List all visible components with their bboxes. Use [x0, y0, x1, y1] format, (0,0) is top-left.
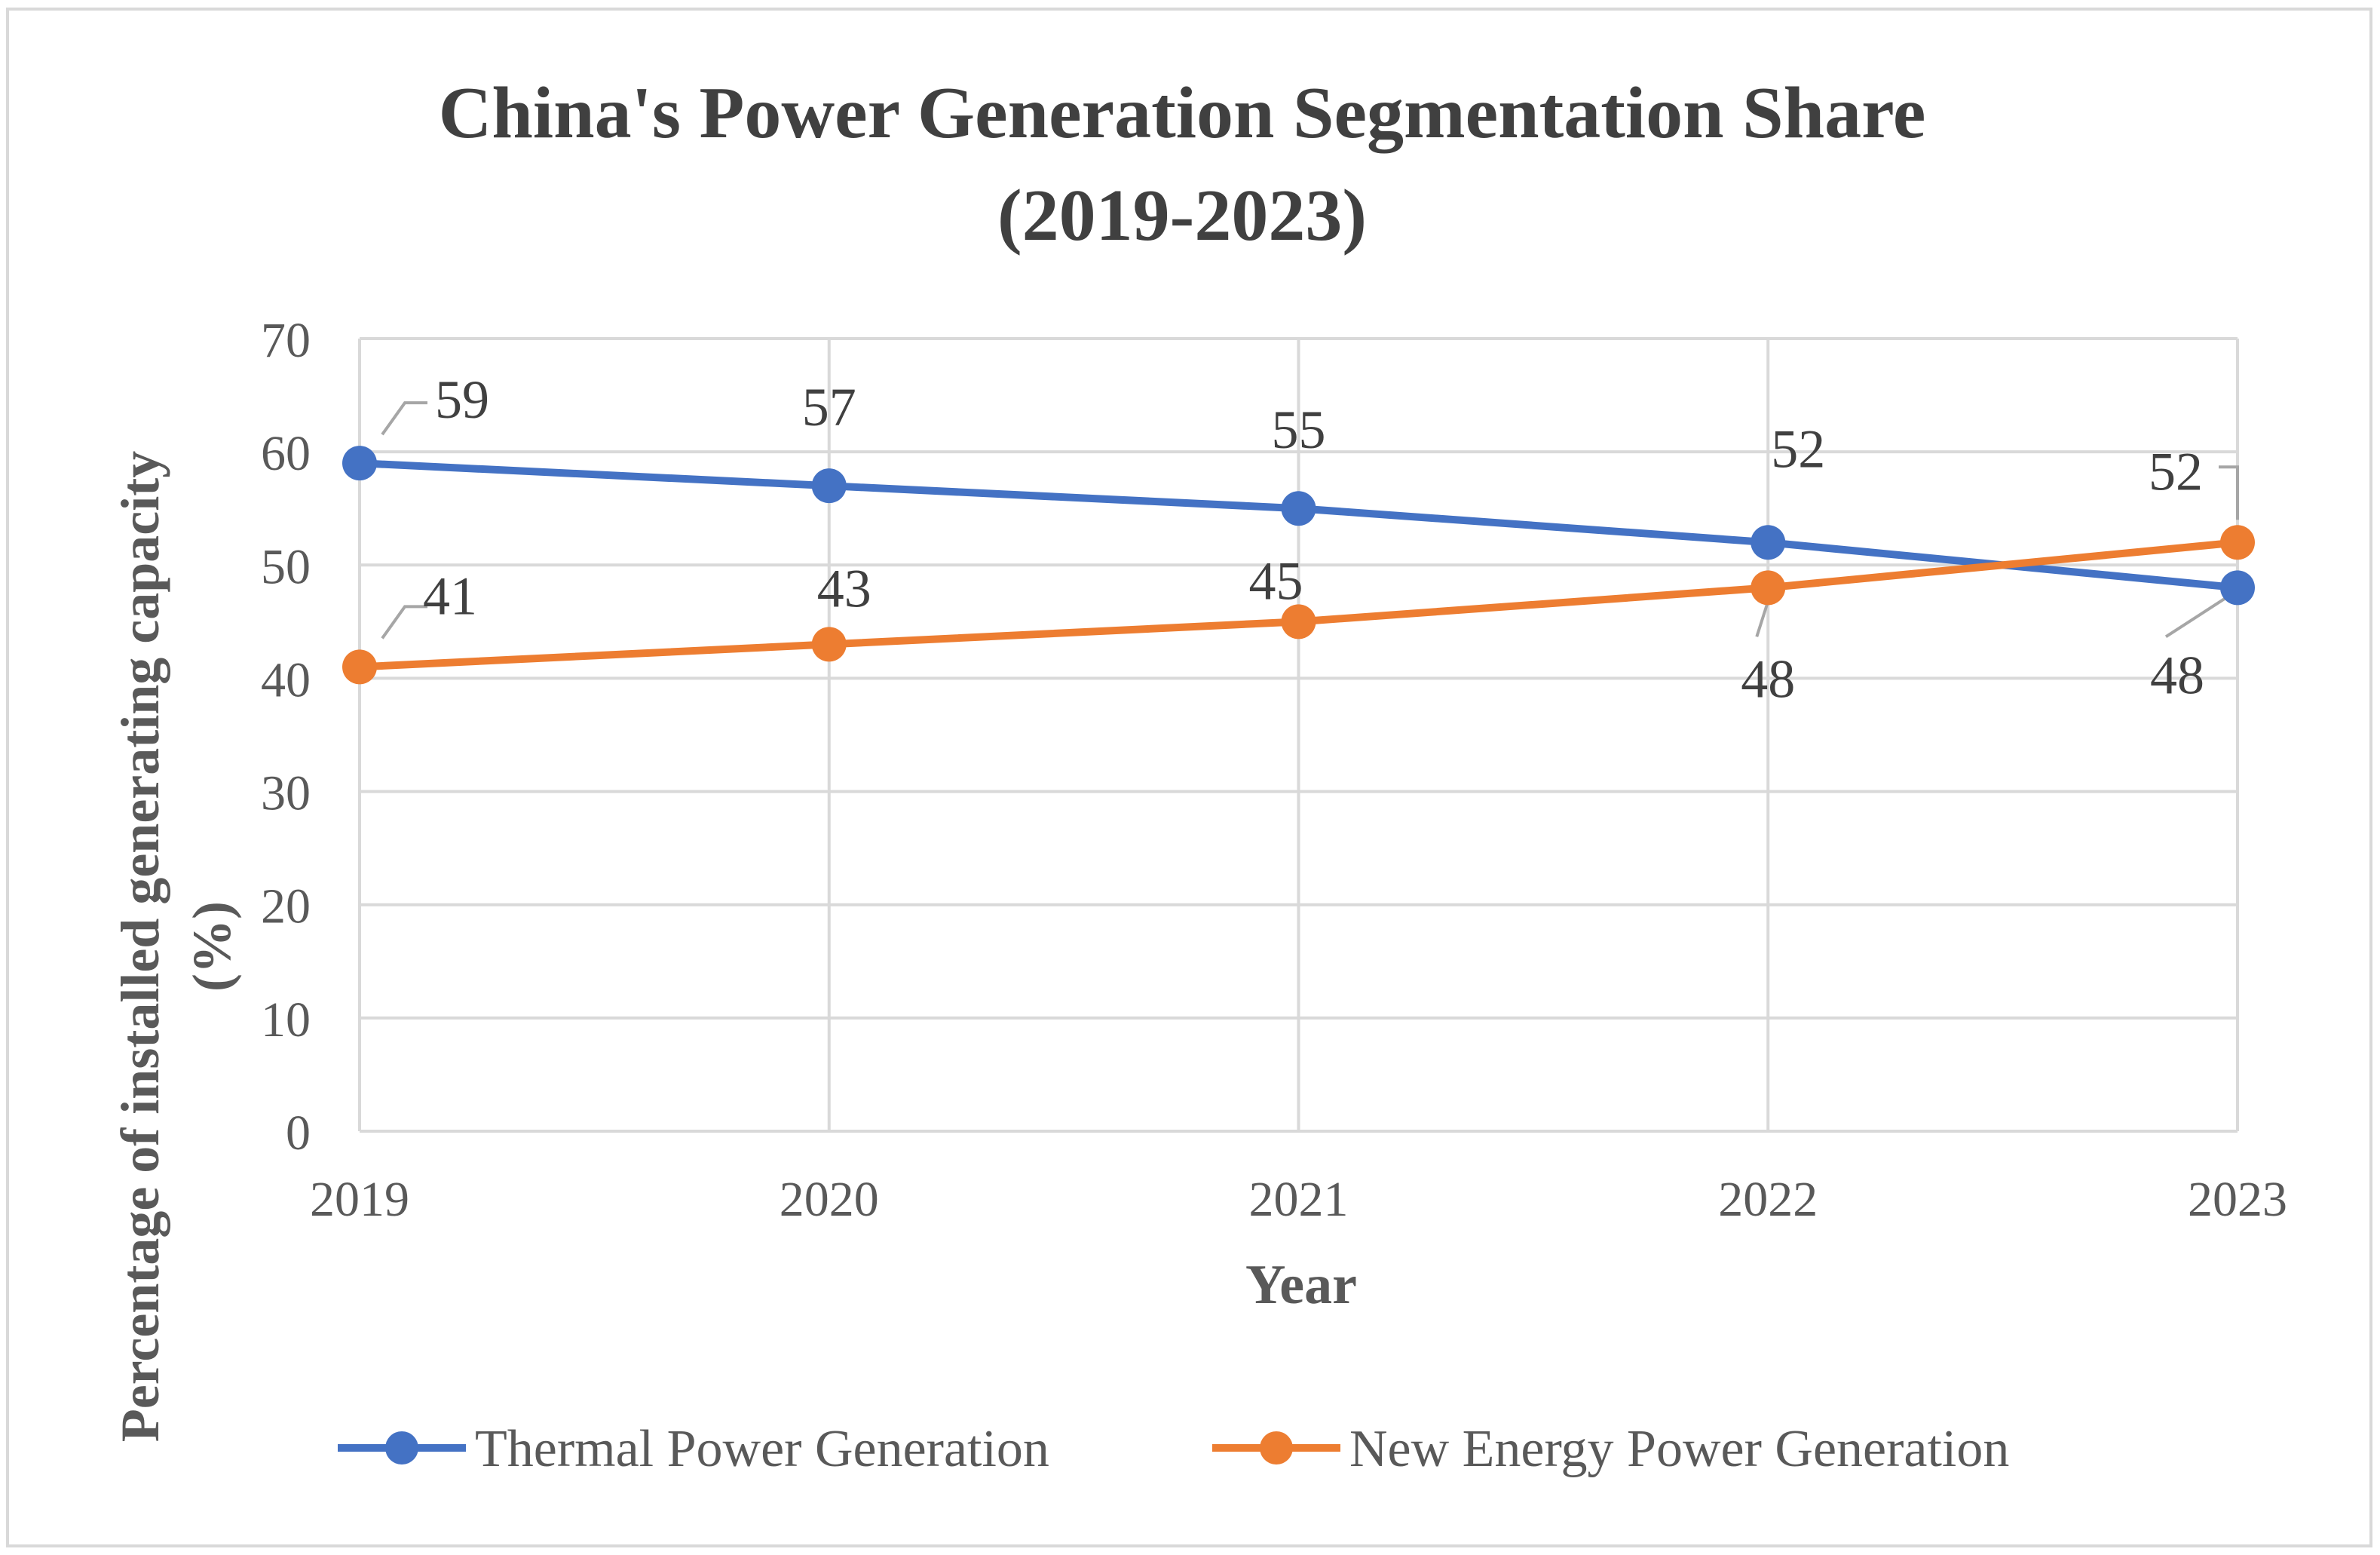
legend-label-new-energy: New Energy Power Generation — [1349, 1420, 2009, 1478]
data-label-s1-1: 43 — [817, 558, 871, 618]
y-axis-title-line1: Percentage of installed generating capac… — [110, 451, 170, 1442]
data-label-s0-2: 55 — [1272, 400, 1326, 460]
y-tick-label: 50 — [261, 539, 311, 594]
data-label-s0-1: 57 — [802, 377, 856, 437]
y-tick-label: 30 — [261, 766, 311, 821]
legend: Thermal Power Generation New Energy Powe… — [338, 1420, 2009, 1478]
series-markers — [342, 446, 2255, 685]
leader-line-s0-0 — [381, 401, 427, 436]
data-label-s0-4: 48 — [2150, 645, 2204, 705]
legend-marker-new-energy — [1260, 1431, 1293, 1465]
y-tick-label: 40 — [261, 652, 311, 707]
y-tick-labels: 0 10 20 30 40 50 60 70 — [261, 313, 311, 1161]
y-tick-label: 20 — [261, 879, 311, 934]
data-point-s0-0 — [342, 446, 377, 481]
data-label-s1-0: 41 — [423, 566, 477, 626]
data-point-s1-1 — [811, 627, 847, 662]
chart-title-line2: (2019-2023) — [997, 175, 1367, 256]
leader-line-s0-4 — [2164, 593, 2231, 638]
data-label-s1-3: 48 — [1741, 649, 1795, 709]
data-labels: 59 57 55 52 48 41 43 45 48 52 — [423, 370, 2204, 709]
data-label-s0-0: 59 — [435, 370, 489, 430]
data-label-s1-4: 52 — [2149, 441, 2203, 501]
data-point-s0-3 — [1751, 525, 1786, 560]
chart-title-line1: China's Power Generation Segmentation Sh… — [439, 72, 1926, 154]
data-point-s0-4 — [2220, 570, 2255, 606]
data-point-s1-3 — [1751, 570, 1786, 606]
data-label-s1-2: 45 — [1249, 551, 1303, 611]
y-tick-label: 10 — [261, 992, 311, 1047]
x-tick-labels: 2019 2020 2021 2022 2023 — [310, 1172, 2287, 1227]
leader-line-s1-4 — [2219, 465, 2239, 520]
legend-label-thermal: Thermal Power Generation — [475, 1420, 1049, 1478]
data-point-s0-2 — [1281, 491, 1316, 526]
data-label-s0-3: 52 — [1771, 419, 1825, 479]
leader-line-s1-0 — [381, 605, 427, 639]
y-tick-label: 70 — [261, 313, 311, 368]
y-tick-label: 0 — [286, 1106, 311, 1161]
legend-marker-thermal — [385, 1431, 418, 1465]
chart-border — [6, 8, 2372, 1547]
x-axis-title: Year — [1245, 1254, 1357, 1316]
y-axis-title-line2: (%) — [182, 901, 242, 992]
leader-line-s1-3 — [1755, 600, 1770, 637]
data-point-s1-0 — [342, 649, 377, 685]
x-tick-label: 2019 — [310, 1172, 409, 1227]
x-tick-label: 2020 — [780, 1172, 879, 1227]
data-point-s1-2 — [1281, 604, 1316, 639]
data-point-s1-4 — [2220, 525, 2255, 560]
label-leader-lines — [381, 401, 2239, 639]
y-tick-label: 60 — [261, 426, 311, 481]
x-tick-label: 2023 — [2188, 1172, 2287, 1227]
x-tick-label: 2022 — [1718, 1172, 1818, 1227]
x-tick-label: 2021 — [1249, 1172, 1349, 1227]
data-point-s0-1 — [811, 468, 847, 504]
